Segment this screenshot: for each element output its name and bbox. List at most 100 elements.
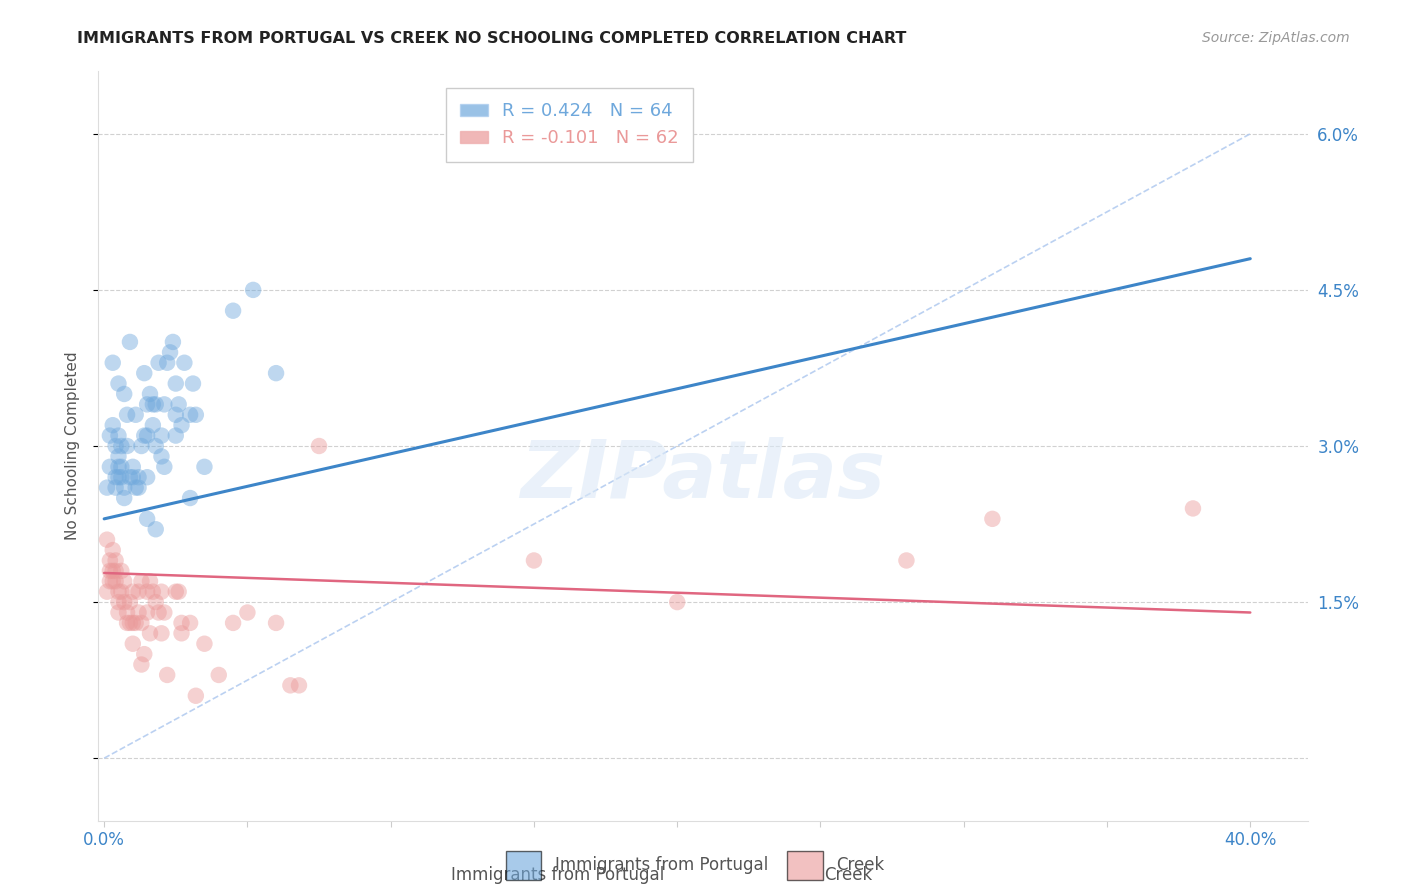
Point xyxy=(104,439,127,453)
Point xyxy=(156,668,179,682)
Text: Creek: Creek xyxy=(824,865,872,884)
Point xyxy=(156,356,179,370)
Point xyxy=(134,366,156,380)
Point xyxy=(208,668,231,682)
Point xyxy=(121,637,143,651)
Point xyxy=(184,408,207,422)
Point xyxy=(115,615,138,630)
Point xyxy=(110,459,132,474)
Point xyxy=(165,584,187,599)
Point xyxy=(150,428,173,442)
Point xyxy=(104,481,127,495)
Point xyxy=(98,428,121,442)
Point xyxy=(181,376,204,391)
Point xyxy=(128,470,150,484)
Point xyxy=(139,626,162,640)
Point xyxy=(1181,501,1204,516)
Point xyxy=(98,574,121,589)
Point xyxy=(112,595,135,609)
Point xyxy=(159,345,181,359)
Point xyxy=(264,366,287,380)
Point xyxy=(112,491,135,505)
Point xyxy=(118,470,141,484)
Text: Creek: Creek xyxy=(837,856,884,874)
FancyBboxPatch shape xyxy=(787,851,823,880)
Point xyxy=(136,584,159,599)
Point xyxy=(242,283,264,297)
Point xyxy=(96,481,118,495)
Point xyxy=(150,626,173,640)
Point xyxy=(110,470,132,484)
Point xyxy=(131,439,153,453)
Y-axis label: No Schooling Completed: No Schooling Completed xyxy=(65,351,80,541)
Point xyxy=(139,574,162,589)
Point xyxy=(184,689,207,703)
Point xyxy=(107,450,129,464)
Point xyxy=(280,678,302,692)
Point xyxy=(179,491,201,505)
Point xyxy=(112,387,135,401)
Text: Source: ZipAtlas.com: Source: ZipAtlas.com xyxy=(1202,31,1350,45)
Point xyxy=(153,397,176,411)
Point xyxy=(131,615,153,630)
Point xyxy=(136,606,159,620)
Point xyxy=(107,428,129,442)
Point xyxy=(173,356,195,370)
Point xyxy=(124,615,146,630)
Point xyxy=(115,606,138,620)
Point xyxy=(96,584,118,599)
Point xyxy=(150,584,173,599)
Point xyxy=(121,615,143,630)
Point xyxy=(145,397,167,411)
Point xyxy=(170,615,193,630)
Point xyxy=(136,470,159,484)
Point xyxy=(128,606,150,620)
Point xyxy=(165,428,187,442)
Point xyxy=(96,533,118,547)
Point xyxy=(193,459,215,474)
Point xyxy=(112,481,135,495)
Text: Immigrants from Portugal: Immigrants from Portugal xyxy=(451,865,665,884)
Point xyxy=(112,574,135,589)
Point xyxy=(142,584,165,599)
Point xyxy=(153,459,176,474)
Text: ZIPatlas: ZIPatlas xyxy=(520,437,886,515)
Point xyxy=(104,574,127,589)
Point xyxy=(121,584,143,599)
Point xyxy=(118,615,141,630)
Point xyxy=(170,626,193,640)
Point xyxy=(134,428,156,442)
Point xyxy=(104,470,127,484)
Point xyxy=(131,657,153,672)
Point xyxy=(101,543,124,558)
Point xyxy=(153,606,176,620)
Point xyxy=(121,470,143,484)
Point xyxy=(139,387,162,401)
Point xyxy=(118,595,141,609)
Point xyxy=(136,428,159,442)
Point xyxy=(98,553,121,567)
Text: Immigrants from Portugal: Immigrants from Portugal xyxy=(555,856,769,874)
Point xyxy=(107,584,129,599)
Point xyxy=(145,595,167,609)
Point xyxy=(104,564,127,578)
Point xyxy=(101,418,124,433)
Point xyxy=(308,439,330,453)
Point xyxy=(288,678,311,692)
Point xyxy=(222,615,245,630)
Legend: R = 0.424   N = 64, R = -0.101   N = 62: R = 0.424 N = 64, R = -0.101 N = 62 xyxy=(446,88,693,161)
Point xyxy=(107,376,129,391)
Point xyxy=(162,334,184,349)
Point xyxy=(981,512,1004,526)
Point xyxy=(167,397,190,411)
Point xyxy=(165,376,187,391)
Point xyxy=(896,553,918,567)
Point xyxy=(167,584,190,599)
Point xyxy=(118,334,141,349)
Point xyxy=(193,637,215,651)
Point xyxy=(134,647,156,661)
Point xyxy=(104,553,127,567)
Point xyxy=(124,408,146,422)
Point xyxy=(236,606,259,620)
Point xyxy=(148,606,170,620)
